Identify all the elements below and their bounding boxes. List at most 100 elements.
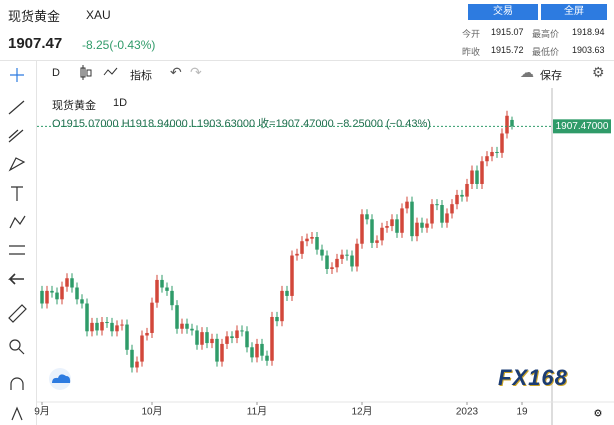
candle-body bbox=[145, 332, 149, 336]
candle-body bbox=[435, 204, 439, 206]
interval[interactable]: D bbox=[52, 67, 60, 79]
chart-settings[interactable]: ⚙ bbox=[594, 409, 603, 420]
candle-body bbox=[495, 151, 499, 153]
divider bbox=[0, 60, 614, 61]
candle-body bbox=[85, 303, 89, 332]
candle-body bbox=[275, 316, 279, 322]
candle-body bbox=[205, 332, 209, 344]
stat-value: 1915.72 bbox=[491, 45, 524, 55]
candle-body bbox=[240, 330, 244, 332]
candle-body bbox=[270, 316, 274, 361]
candle-body bbox=[440, 205, 444, 223]
candle-body bbox=[215, 338, 219, 362]
candle-body bbox=[105, 322, 109, 324]
candle-body bbox=[335, 258, 339, 268]
legend-high: H1918.94000 bbox=[121, 118, 188, 130]
candle-body bbox=[180, 323, 184, 329]
save-button[interactable]: 保存 bbox=[540, 70, 562, 82]
undo[interactable]: ↶ bbox=[170, 64, 182, 80]
candle-body bbox=[100, 322, 104, 331]
candle-body bbox=[95, 322, 99, 331]
candle-body bbox=[225, 336, 229, 344]
legend-close: 收=1907.47000 bbox=[258, 118, 334, 130]
candle-body bbox=[80, 299, 84, 304]
candle-body bbox=[75, 287, 79, 300]
candle-body bbox=[320, 249, 324, 256]
candle-body bbox=[465, 183, 469, 197]
candle-body bbox=[310, 237, 314, 239]
candle-body bbox=[185, 323, 189, 329]
candle-body bbox=[165, 287, 169, 291]
candle-body bbox=[450, 204, 454, 214]
toolbar-icons[interactable] bbox=[78, 65, 118, 81]
stat-label: 昨收 bbox=[462, 47, 481, 57]
candle-body bbox=[70, 278, 74, 288]
x-tick-label: 10月 bbox=[141, 406, 162, 418]
candle-body bbox=[380, 227, 384, 241]
candle-body bbox=[170, 290, 174, 306]
candle-body bbox=[470, 170, 474, 184]
candle-body bbox=[110, 322, 114, 332]
candle-body bbox=[90, 322, 94, 332]
x-tick-label: 19 bbox=[516, 407, 528, 418]
candle-body bbox=[210, 338, 214, 344]
candle-body bbox=[155, 279, 159, 303]
cloud-icon[interactable]: ☁ bbox=[520, 64, 534, 80]
candle-body bbox=[360, 214, 364, 244]
settings[interactable]: ⚙ bbox=[592, 64, 605, 80]
candle-body bbox=[235, 330, 239, 339]
candle-body bbox=[390, 219, 394, 227]
candle-body bbox=[265, 355, 269, 361]
candle-body bbox=[325, 255, 329, 269]
candle-body bbox=[340, 254, 344, 259]
redo[interactable]: ↷ bbox=[190, 64, 202, 80]
candle-body bbox=[370, 219, 374, 243]
candle-body bbox=[160, 279, 164, 288]
candle-body bbox=[350, 255, 354, 267]
candle-body bbox=[485, 156, 489, 162]
candle-body bbox=[480, 161, 484, 184]
legend-change: −8.25000 (−0.43%) bbox=[336, 118, 431, 130]
candle-body bbox=[65, 278, 69, 287]
candle-body bbox=[135, 361, 139, 368]
cloud-badge[interactable] bbox=[49, 368, 71, 390]
candle-body bbox=[295, 253, 299, 256]
candle-body bbox=[230, 336, 234, 339]
fullscreen-button[interactable]: 全屏 bbox=[541, 4, 607, 20]
candle-body bbox=[425, 223, 429, 228]
indicators-button[interactable]: 指标 bbox=[130, 70, 152, 82]
legend-ohlc: O1915.07000 H1918.94000 L1903.63000 收=19… bbox=[52, 115, 431, 131]
drawing-tools[interactable] bbox=[0, 60, 36, 425]
candle-body bbox=[455, 194, 459, 205]
candle-body bbox=[385, 226, 389, 228]
candle-body bbox=[285, 290, 289, 296]
x-tick-label: 11月 bbox=[247, 406, 267, 418]
candle-body bbox=[415, 222, 419, 237]
candle-body bbox=[330, 267, 334, 269]
candle-body bbox=[510, 119, 514, 127]
candle-body bbox=[140, 335, 144, 362]
candle-body bbox=[460, 194, 464, 197]
candle-body bbox=[365, 214, 369, 220]
candle-body bbox=[410, 201, 414, 237]
stat-value: 1915.07 bbox=[491, 27, 524, 37]
candle-body bbox=[400, 208, 404, 233]
candle-body bbox=[120, 324, 124, 326]
stat-label: 今开 bbox=[462, 29, 481, 39]
logo: FX168 bbox=[498, 365, 568, 390]
candle-body bbox=[500, 133, 504, 153]
stat-label: 最低价 bbox=[532, 47, 560, 57]
stat-label: 最高价 bbox=[532, 29, 560, 39]
x-tick-label: 9月 bbox=[34, 406, 50, 418]
candle-body bbox=[420, 222, 424, 228]
candle-body bbox=[200, 332, 204, 345]
trade-button[interactable]: 交易 bbox=[468, 4, 538, 20]
candle-body bbox=[125, 324, 129, 350]
candle-body bbox=[55, 292, 59, 300]
candle-body bbox=[250, 347, 254, 358]
candle-body bbox=[280, 290, 284, 322]
change: -8.25(-0.43%) bbox=[82, 38, 156, 52]
price: 1907.47 bbox=[8, 35, 63, 52]
